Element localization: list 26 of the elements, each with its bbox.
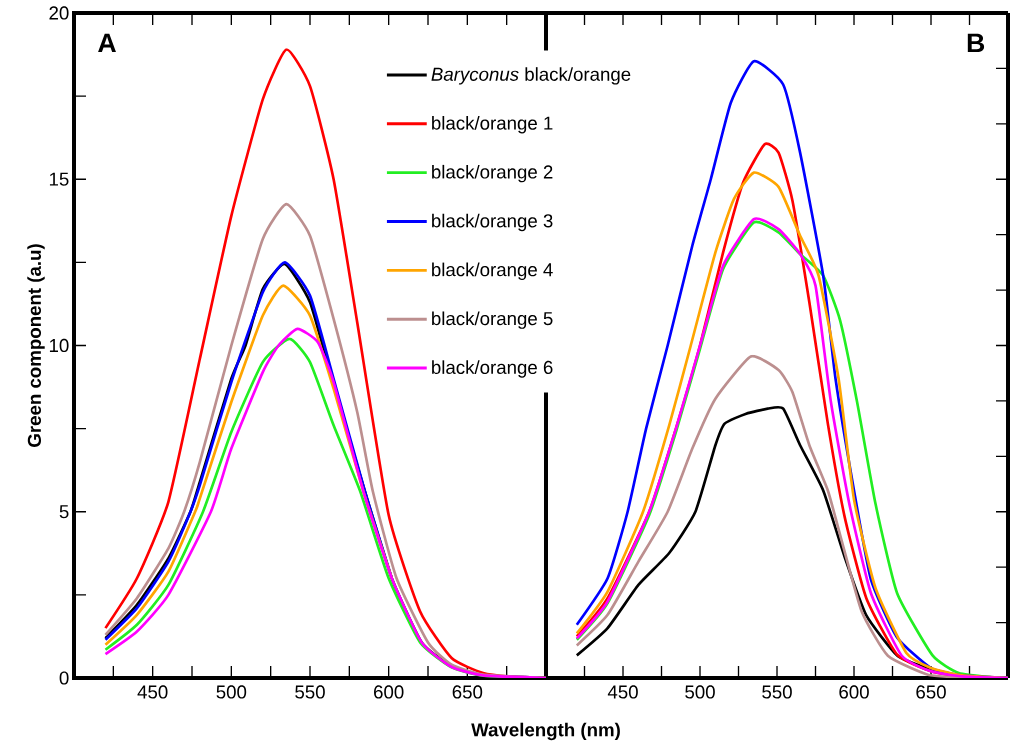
annotation: A [98, 33, 116, 53]
x-tick-label: 650 [452, 685, 483, 699]
x-tick-label: 500 [216, 685, 247, 699]
x-tick-label: 450 [137, 685, 168, 699]
legend-label: black/orange 1 [432, 116, 553, 134]
y-tick-label: 20 [49, 6, 69, 20]
x-axis-title: Wavelength (nm) [471, 722, 620, 741]
y-tick-label: 0 [59, 671, 69, 685]
legend-label: black/orange 3 [432, 213, 553, 232]
x-tick-label: 550 [762, 685, 792, 699]
x-tick-label: 600 [374, 685, 404, 699]
x-tick-label: 450 [607, 685, 638, 699]
legend-label: Baryconus black/orange [431, 67, 631, 85]
x-tick-label: 500 [685, 685, 715, 699]
legend-label: black/orange 4 [432, 262, 553, 280]
y-tick-label: 15 [49, 172, 69, 186]
legend-label: black/orange 2 [432, 164, 553, 183]
y-tick-label: 5 [59, 505, 69, 519]
x-tick-label: 600 [839, 685, 869, 699]
legend-label: black/orange 5 [432, 311, 553, 329]
x-tick-label: 650 [916, 685, 946, 699]
y-tick-label: 10 [49, 338, 69, 353]
x-tick-label: 550 [295, 685, 325, 699]
y-axis-title: Green component (a.u) [27, 244, 45, 447]
legend-label: black/orange 6 [432, 360, 553, 378]
annotation: B [967, 33, 985, 53]
